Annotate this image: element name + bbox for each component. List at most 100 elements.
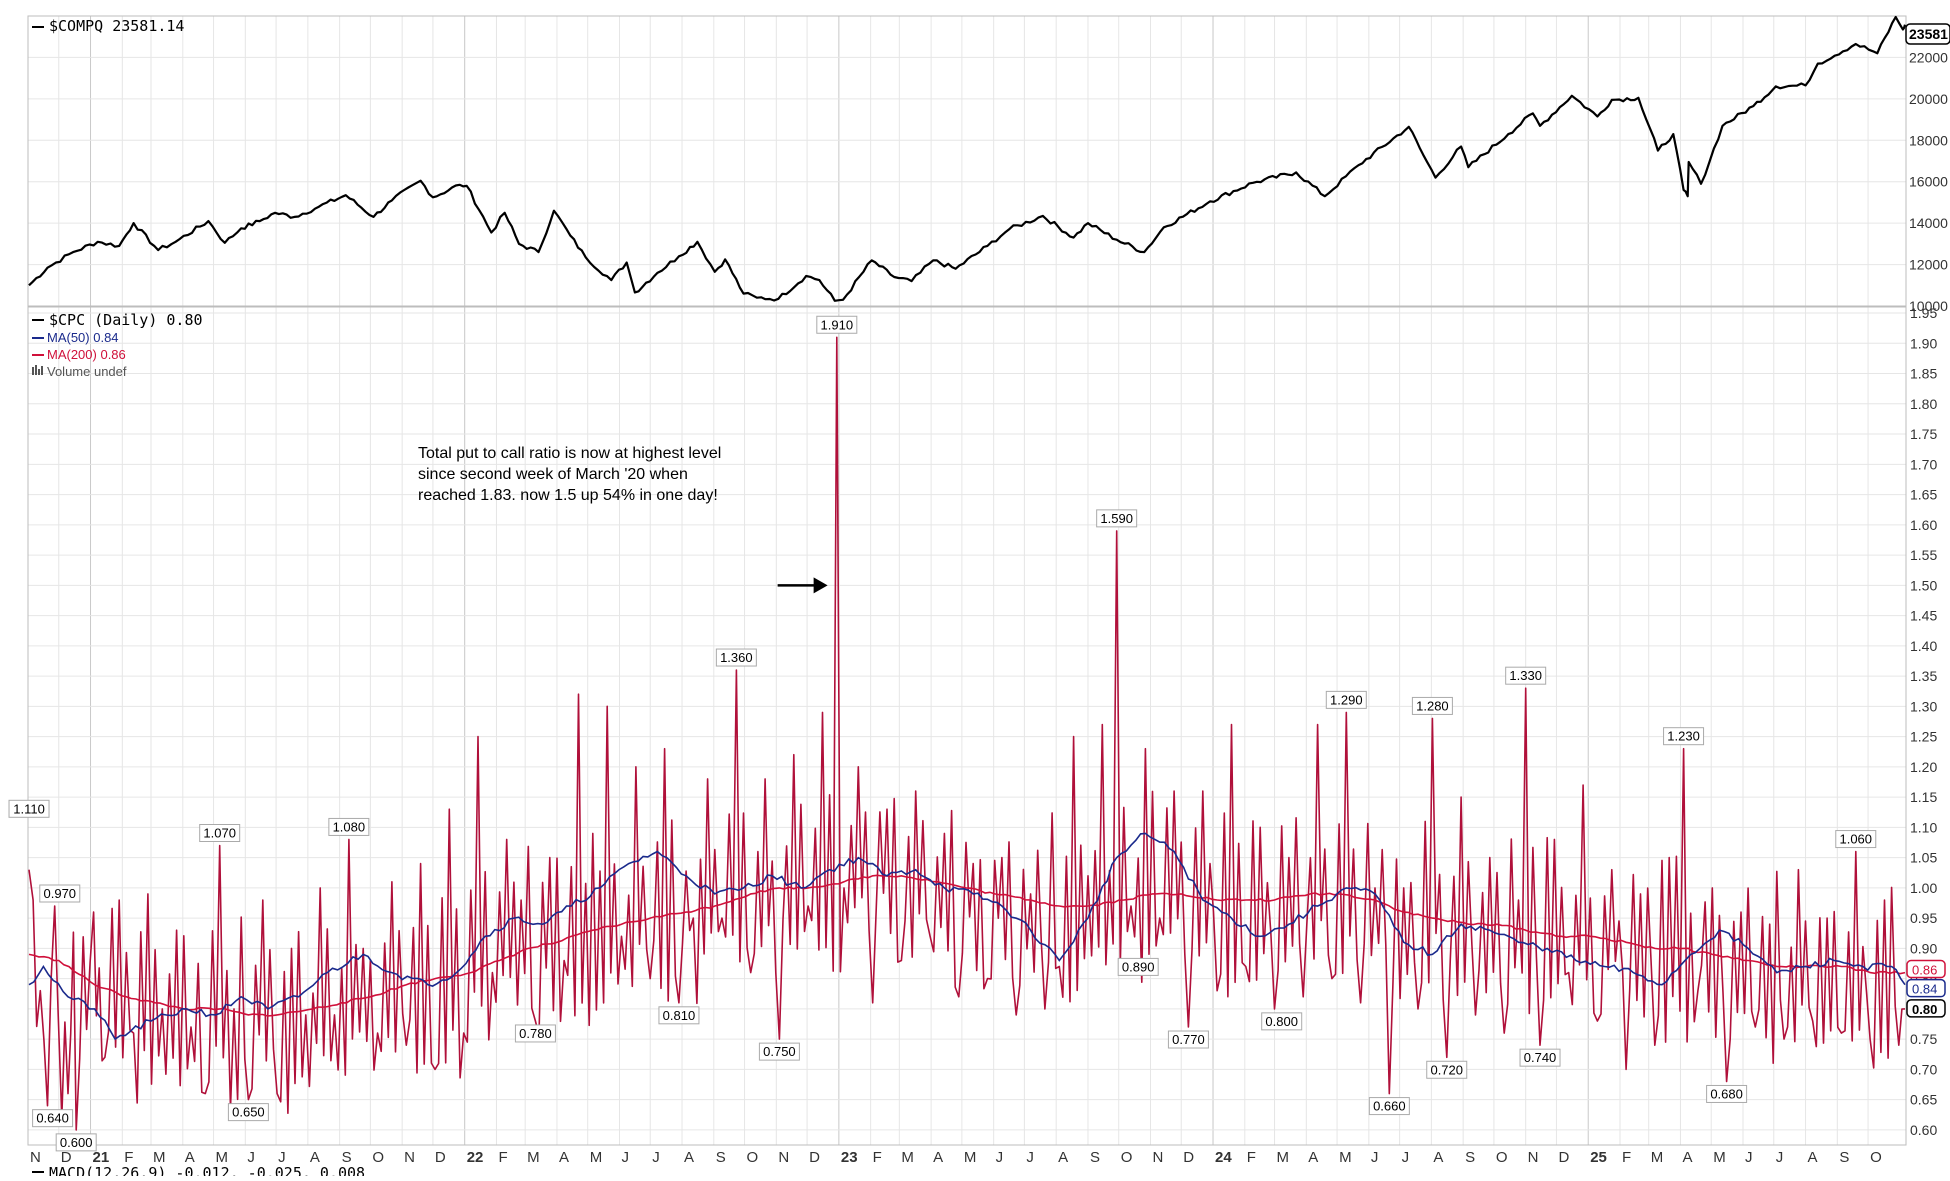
- cpc-data-label-text: 0.800: [1265, 1014, 1298, 1029]
- cpc-data-label-text: 0.740: [1524, 1050, 1557, 1065]
- x-tick-label: F: [873, 1149, 882, 1166]
- x-tick-label: 23: [841, 1149, 858, 1166]
- cpc-data-label: 1.910: [816, 315, 858, 334]
- cpc-y-tick-label: 1.55: [1910, 547, 1937, 563]
- cpc-data-label: 1.360: [715, 648, 757, 667]
- cpc-data-label-box: [1426, 1060, 1468, 1079]
- cpc-y-axis: 0.600.650.700.750.800.850.900.951.001.05…: [1910, 305, 1937, 1138]
- ma200-series-line: [28, 874, 1906, 1017]
- cpc-data-label-box: [1117, 957, 1159, 976]
- cpc-data-label-text: 0.680: [1710, 1086, 1743, 1101]
- cpc-y-tick-label: 1.00: [1910, 880, 1937, 896]
- cpc-y-tick-label: 1.25: [1910, 729, 1937, 745]
- cpc-y-tick-label: 1.15: [1910, 789, 1937, 805]
- cpc-data-label-text: 1.280: [1416, 698, 1449, 713]
- cpc-last-value-tag: 0.80: [1906, 999, 1946, 1018]
- cpc-data-label-box: [658, 1006, 700, 1025]
- x-tick-label: A: [1308, 1149, 1318, 1166]
- x-tick-label: 24: [1215, 1149, 1232, 1166]
- cpc-data-label-box: [1368, 1097, 1410, 1116]
- x-tick-label: O: [372, 1149, 384, 1166]
- x-tick-label: D: [1558, 1149, 1569, 1166]
- ma200-legend-label: MA(200) 0.86: [47, 347, 126, 362]
- cpc-last-value-box: [1906, 999, 1946, 1018]
- cpc-y-tick-label: 0.75: [1910, 1031, 1937, 1047]
- cpc-data-label-text: 0.970: [44, 886, 77, 901]
- annotation-line-3: reached 1.83. now 1.5 up 54% in one day!: [418, 487, 718, 504]
- cpc-y-tick-label: 1.65: [1910, 487, 1937, 503]
- annotation: Total put to call ratio is now at highes…: [418, 445, 828, 594]
- x-tick-label: O: [1870, 1149, 1882, 1166]
- cpc-last-value-text: 0.84: [1912, 982, 1937, 997]
- cpc-data-label-box: [715, 648, 757, 667]
- cpc-y-tick-label: 1.80: [1910, 396, 1937, 412]
- cpc-data-label-text: 0.750: [763, 1044, 796, 1059]
- cpc-data-label-text: 1.110: [13, 801, 45, 816]
- x-tick-label: M: [901, 1149, 914, 1166]
- x-tick-label: S: [342, 1149, 352, 1166]
- cpc-data-label: 1.280: [1411, 696, 1453, 715]
- x-tick-label: J: [621, 1149, 629, 1166]
- x-tick-label: S: [1839, 1149, 1849, 1166]
- cpc-y-tick-label: 1.05: [1910, 850, 1937, 866]
- x-tick-label: A: [1433, 1149, 1443, 1166]
- cpc-y-tick-label: 1.75: [1910, 426, 1937, 442]
- cpc-data-label: 0.890: [1117, 957, 1159, 976]
- cpc-data-label-box: [8, 799, 50, 818]
- cpc-data-label-text: 0.890: [1122, 959, 1155, 974]
- cpc-data-label-text: 1.060: [1839, 832, 1872, 847]
- x-tick-label: 25: [1590, 1149, 1607, 1166]
- cpc-data-label: 1.290: [1325, 690, 1367, 709]
- cpc-y-tick-label: 1.90: [1910, 335, 1937, 351]
- cpc-data-label-box: [32, 1109, 74, 1128]
- cpc-data-label-box: [1706, 1084, 1748, 1103]
- x-tick-label: A: [310, 1149, 320, 1166]
- cpc-data-label: 0.770: [1167, 1030, 1209, 1049]
- x-tick-label: F: [124, 1149, 133, 1166]
- x-tick-label: J: [1776, 1149, 1784, 1166]
- price-last-value: 23581: [1905, 23, 1950, 45]
- cpc-y-tick-label: 1.85: [1910, 366, 1937, 382]
- cpc-data-label-box: [816, 315, 858, 334]
- cpc-data-label-text: 0.600: [60, 1135, 93, 1150]
- price-panel-frame: [27, 15, 1907, 307]
- price-last-value-box: [1905, 23, 1950, 45]
- x-tick-label: J: [1026, 1149, 1034, 1166]
- cpc-y-tick-label: 1.45: [1910, 608, 1937, 624]
- cpc-y-tick-label: 1.20: [1910, 759, 1937, 775]
- cpc-data-label: 1.060: [1835, 830, 1877, 849]
- x-tick-label: A: [684, 1149, 694, 1166]
- x-tick-label: M: [1339, 1149, 1352, 1166]
- x-tick-label: M: [1713, 1149, 1726, 1166]
- x-tick-label: 22: [467, 1149, 484, 1166]
- cpc-y-tick-label: 0.70: [1910, 1061, 1937, 1077]
- cpc-data-label: 0.650: [227, 1103, 269, 1122]
- cpc-data-label-text: 1.590: [1100, 511, 1133, 526]
- x-tick-label: M: [527, 1149, 540, 1166]
- x-tick-label: O: [1496, 1149, 1508, 1166]
- cpc-data-label-box: [1519, 1048, 1561, 1067]
- cpc-legend: $CPC (Daily) 0.80 MA(50) 0.84 MA(200) 0.…: [32, 311, 203, 379]
- cpc-y-tick-label: 1.10: [1910, 819, 1937, 835]
- x-tick-label: M: [590, 1149, 603, 1166]
- cpc-series-line: [28, 336, 1906, 1131]
- cpc-last-value-tag: 0.86: [1906, 959, 1946, 979]
- x-tick-label: N: [1152, 1149, 1163, 1166]
- cpc-data-label: 0.780: [514, 1024, 556, 1043]
- annotation-arrow-icon: [777, 577, 828, 594]
- x-tick-label: D: [809, 1149, 820, 1166]
- annotation-line-1: Total put to call ratio is now at highes…: [418, 445, 721, 462]
- price-series-line: [28, 15, 1907, 302]
- x-tick-label: F: [1622, 1149, 1631, 1166]
- x-tick-label: A: [1808, 1149, 1818, 1166]
- cpc-y-tick-label: 1.95: [1910, 305, 1937, 321]
- cpc-y-tick-label: 1.40: [1910, 638, 1937, 654]
- cpc-data-label: 0.660: [1368, 1097, 1410, 1116]
- cpc-y-tick-label: 1.35: [1910, 668, 1937, 684]
- annotation-line-2: since second week of March '20 when: [418, 466, 688, 483]
- cpc-data-label: 0.640: [32, 1109, 74, 1128]
- ma50-series-line: [28, 832, 1906, 1041]
- cpc-data-label-text: 0.810: [663, 1008, 696, 1023]
- cpc-y-tick-label: 1.70: [1910, 456, 1937, 472]
